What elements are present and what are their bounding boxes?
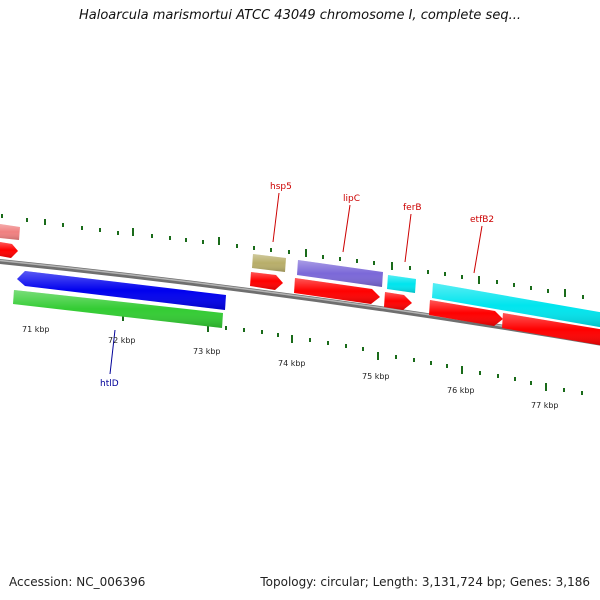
gene-label-lipC[interactable]: lipC bbox=[343, 194, 360, 204]
red-gene-hsp5[interactable] bbox=[250, 272, 283, 290]
red-gene-left[interactable] bbox=[0, 242, 18, 258]
red-gene-ferB[interactable] bbox=[384, 292, 412, 310]
green-gene[interactable] bbox=[13, 290, 223, 328]
label-leaders bbox=[109, 192, 483, 375]
ferB-gene[interactable] bbox=[387, 275, 416, 293]
scale-label-72kbp: 72 kbp bbox=[108, 336, 136, 345]
gene-label-ferB[interactable]: ferB bbox=[403, 203, 422, 213]
red-gene-right[interactable] bbox=[502, 313, 600, 346]
scale-label-73kbp: 73 kbp bbox=[193, 347, 221, 356]
scale-label-75kbp: 75 kbp bbox=[362, 372, 390, 381]
scale-label-77kbp: 77 kbp bbox=[531, 401, 559, 410]
accession-label: Accession: NC_006396 bbox=[9, 575, 146, 589]
outer-tick-ring bbox=[1, 214, 584, 299]
hsp5-gene[interactable] bbox=[252, 254, 286, 272]
htlD-gene[interactable] bbox=[17, 271, 226, 310]
gene-label-htlD[interactable]: htlD bbox=[100, 379, 119, 389]
genome-summary: Topology: circular; Length: 3,131,724 bp… bbox=[260, 575, 590, 589]
pink-gene[interactable] bbox=[0, 224, 20, 240]
lipC-gene[interactable] bbox=[297, 260, 383, 287]
scale-label-76kbp: 76 kbp bbox=[447, 386, 475, 395]
gene-label-hsp5[interactable]: hsp5 bbox=[270, 182, 292, 192]
red-gene-etfB2[interactable] bbox=[429, 300, 503, 326]
scale-label-74kbp: 74 kbp bbox=[278, 359, 306, 368]
red-gene-lipC[interactable] bbox=[294, 278, 380, 304]
scale-label-71kbp: 71 kbp bbox=[22, 325, 50, 334]
map-title: Haloarcula marismortui ATCC 43049 chromo… bbox=[79, 8, 521, 23]
gene-label-etfB2[interactable]: etfB2 bbox=[470, 215, 494, 225]
etfB2-gene[interactable] bbox=[432, 283, 600, 328]
